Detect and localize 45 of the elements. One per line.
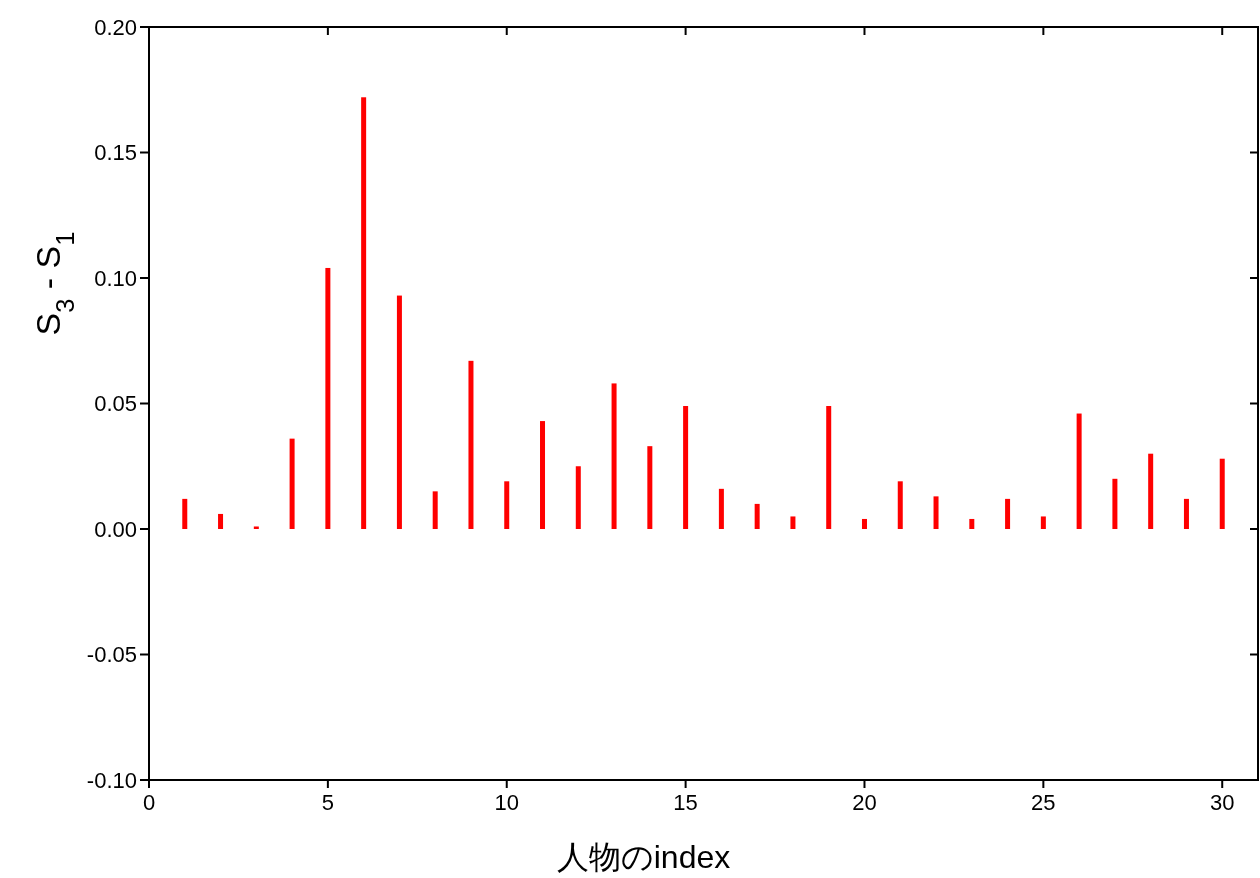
bar xyxy=(1183,498,1189,529)
bar xyxy=(861,518,867,529)
bar xyxy=(468,360,474,529)
bar xyxy=(218,513,224,529)
x-tick-label: 10 xyxy=(494,790,519,815)
bar xyxy=(611,383,617,529)
bar xyxy=(933,496,939,529)
x-tick-label: 15 xyxy=(673,790,698,815)
x-tick-label: 0 xyxy=(142,790,156,815)
bar xyxy=(1076,413,1082,529)
bar xyxy=(504,481,510,529)
bar xyxy=(182,498,188,529)
bar xyxy=(432,491,438,529)
bar xyxy=(361,97,367,529)
bar xyxy=(969,518,975,529)
bar xyxy=(575,466,581,529)
bar xyxy=(683,406,689,529)
bar xyxy=(897,481,903,529)
bar xyxy=(647,446,653,529)
x-tick-label: 5 xyxy=(321,790,334,815)
bar xyxy=(253,526,259,529)
bar xyxy=(790,516,796,529)
y-tick-label: -0.10 xyxy=(86,767,137,793)
bar xyxy=(826,406,832,529)
y-tick-label: 0.15 xyxy=(94,140,137,166)
x-tick-label: 20 xyxy=(852,790,877,815)
bar xyxy=(754,503,760,529)
y-tick-label: 0.05 xyxy=(94,391,137,417)
bar xyxy=(289,438,295,529)
bar xyxy=(1005,498,1011,529)
bar xyxy=(1219,458,1225,529)
bar xyxy=(396,295,402,529)
x-axis-title: 人物のindex xyxy=(556,839,731,875)
bar xyxy=(325,267,331,529)
x-tick-label: 25 xyxy=(1031,790,1056,815)
y-tick-label: -0.05 xyxy=(86,642,137,668)
bar xyxy=(1040,516,1046,529)
bar xyxy=(540,421,546,529)
y-tick-label: 0.20 xyxy=(94,14,137,40)
x-tick-label: 30 xyxy=(1209,790,1235,815)
bar xyxy=(718,488,724,529)
y-tick-label: 0.00 xyxy=(94,516,137,542)
bar xyxy=(1148,453,1154,529)
y-tick-label: 0.10 xyxy=(94,265,137,291)
bar xyxy=(1112,478,1118,529)
